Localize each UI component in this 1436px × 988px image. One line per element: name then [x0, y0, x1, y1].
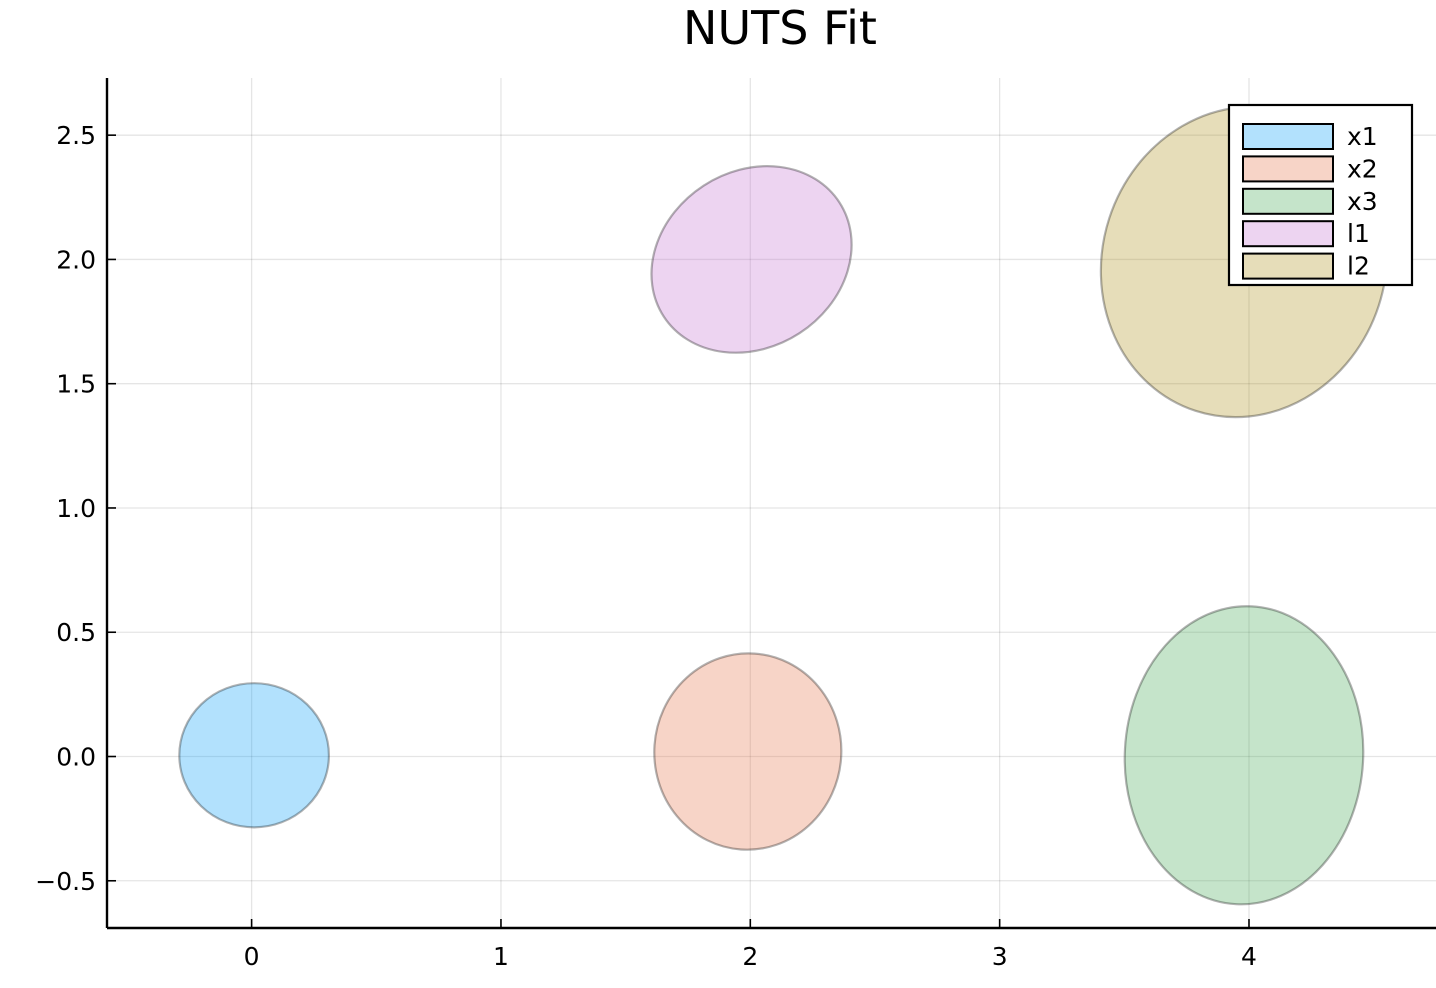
ellipse-x2 [653, 652, 843, 851]
ellipse-l1 [650, 165, 853, 354]
legend-label-l2: l2 [1347, 252, 1370, 281]
legend-swatch-x3 [1242, 187, 1334, 215]
legend: x1 x2 x3 l1 l2 [1227, 103, 1414, 287]
legend-swatch-l2 [1242, 252, 1334, 280]
grid-lines [107, 78, 1436, 928]
ellipse-x1 [178, 682, 331, 829]
y-tick-label: −0.5 [35, 867, 96, 896]
y-tick-label: 2.0 [56, 245, 96, 274]
legend-label-x3: x3 [1347, 187, 1378, 216]
legend-swatch-l1 [1242, 220, 1334, 248]
y-tick-label: 1.5 [56, 370, 96, 399]
x-tick-label: 1 [493, 942, 509, 971]
x-tick-label: 4 [1241, 942, 1257, 971]
axes: 0 1 2 3 4 −0.5 0.0 0.5 1.0 1.5 2.0 2.5 [35, 78, 1436, 971]
legend-label-x1: x1 [1347, 122, 1378, 151]
x-tick-label: 2 [742, 942, 758, 971]
y-tick-label: 0.5 [56, 618, 96, 647]
legend-label-x2: x2 [1347, 154, 1378, 183]
x-tick-label: 0 [244, 942, 260, 971]
legend-box [1227, 103, 1414, 287]
y-tick-label: 0.0 [56, 743, 96, 772]
legend-swatch-x2 [1242, 155, 1334, 183]
y-tick-label: 2.5 [56, 121, 96, 150]
chart-title: NUTS Fit [683, 1, 877, 55]
y-tick-label: 1.0 [56, 494, 96, 523]
x-tick-label: 3 [992, 942, 1008, 971]
legend-label-l1: l1 [1347, 219, 1370, 248]
ellipse-x3 [1123, 605, 1365, 906]
legend-swatch-x1 [1242, 123, 1334, 150]
